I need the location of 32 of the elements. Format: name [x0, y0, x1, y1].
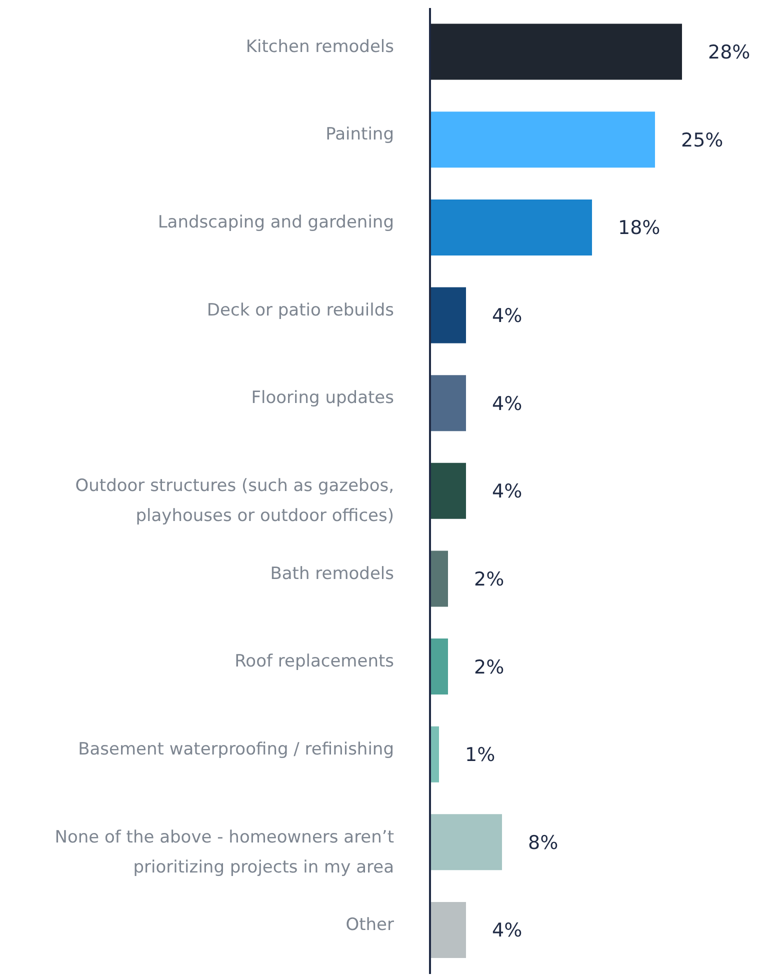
y-tick-label: Landscaping and gardening [158, 212, 394, 233]
bar [430, 462, 466, 519]
bar [430, 199, 592, 256]
y-tick-label: Flooring updates [251, 388, 394, 408]
y-tick-label: None of the above - homeowners aren’t prioritizing projects in my area [54, 827, 394, 878]
data-label: 4% [492, 920, 522, 942]
data-label: 1% [465, 744, 496, 766]
bar [430, 550, 448, 607]
data-label: 4% [492, 392, 522, 415]
bar [430, 638, 448, 695]
data-label: 18% [618, 217, 660, 240]
y-tick-label: Kitchen remodels [246, 36, 394, 57]
data-label: 8% [528, 832, 558, 854]
data-label: 4% [492, 305, 522, 328]
data-label: 28% [708, 42, 750, 64]
bar [430, 375, 466, 432]
y-tick-label: Outdoor structures (such as gazebos, playhouses or outdoor offices) [75, 476, 394, 526]
data-label: 2% [474, 656, 504, 678]
y-tick-label: Other [346, 915, 394, 936]
y-tick-label: Bath remodels [270, 564, 394, 584]
bar [430, 112, 655, 168]
y-tick-label: Basement waterproofing / refinishing [78, 739, 394, 760]
y-tick-label: Deck or patio rebuilds [206, 300, 394, 320]
y-tick-label: Roof replacements [234, 652, 394, 672]
bar [430, 287, 466, 344]
data-label: 2% [474, 568, 504, 590]
y-tick-label: Painting [326, 124, 394, 145]
bar [430, 24, 682, 80]
bar [430, 902, 466, 958]
data-label: 25% [681, 129, 724, 152]
data-label: 4% [492, 480, 522, 503]
bar [430, 814, 502, 870]
